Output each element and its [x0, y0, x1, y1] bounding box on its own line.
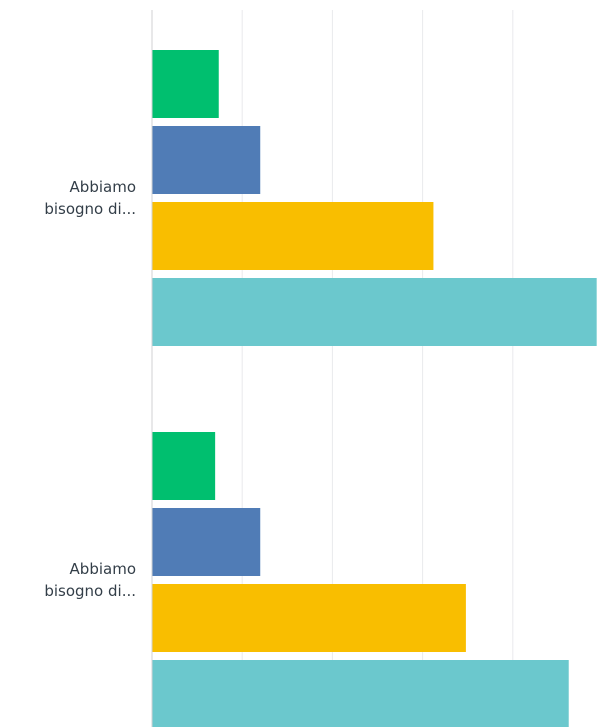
bars — [152, 50, 597, 727]
bar — [152, 278, 597, 346]
category-label: Abbiamo bisogno di... — [44, 178, 136, 218]
category-labels: Abbiamo bisogno di... Abbiamo bisogno di... — [44, 178, 136, 600]
bar — [152, 508, 261, 576]
bar — [152, 50, 219, 118]
bar — [152, 660, 569, 727]
category-label-line: Abbiamo — [70, 178, 136, 196]
bar — [152, 126, 261, 194]
category-label-line: Abbiamo — [70, 560, 136, 578]
category-label: Abbiamo bisogno di... — [44, 560, 136, 600]
bar — [152, 432, 216, 500]
bar — [152, 584, 466, 652]
category-label-line: bisogno di... — [44, 200, 136, 218]
bar — [152, 202, 434, 270]
category-label-line: bisogno di... — [44, 582, 136, 600]
